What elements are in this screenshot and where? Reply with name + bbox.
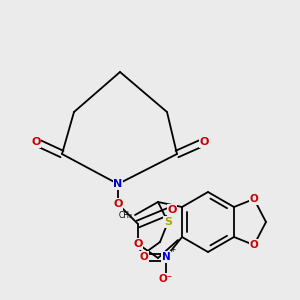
- Text: O: O: [31, 137, 41, 147]
- Text: N: N: [113, 179, 123, 189]
- Text: O: O: [167, 205, 177, 215]
- Text: O: O: [250, 240, 258, 250]
- Text: O: O: [140, 252, 148, 262]
- Text: O: O: [113, 199, 123, 209]
- Text: O⁻: O⁻: [159, 274, 173, 284]
- Text: O: O: [250, 194, 258, 204]
- Text: O: O: [199, 137, 209, 147]
- Text: N: N: [162, 252, 170, 262]
- Text: S: S: [164, 217, 172, 227]
- Text: CH₃: CH₃: [119, 211, 133, 220]
- Text: +: +: [169, 245, 175, 254]
- Text: O: O: [133, 239, 143, 249]
